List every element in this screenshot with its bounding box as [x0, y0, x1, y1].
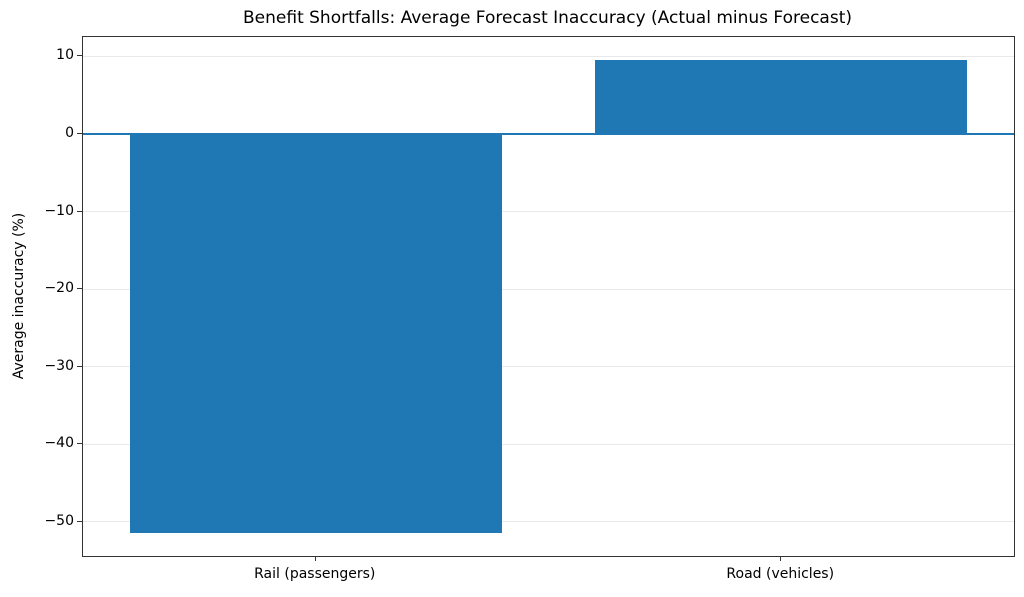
gridline	[83, 211, 1014, 213]
bar-road-vehicles	[595, 60, 968, 134]
plot-area	[82, 36, 1015, 557]
gridline	[83, 366, 1014, 368]
y-tick-label: −50	[44, 512, 74, 529]
y-tick-label: −30	[44, 357, 74, 374]
y-tick-mark	[77, 288, 82, 290]
zero-line	[83, 132, 1014, 135]
y-tick-label: 0	[65, 124, 74, 141]
y-tick-label: 10	[56, 47, 74, 64]
y-tick-mark	[77, 210, 82, 212]
y-tick-mark	[77, 365, 82, 367]
gridline	[83, 443, 1014, 445]
y-tick-label: −20	[44, 280, 74, 297]
y-tick-mark	[77, 520, 82, 522]
gridline	[83, 521, 1014, 523]
y-tick-mark	[77, 55, 82, 57]
gridline	[83, 288, 1014, 290]
x-tick-mark	[314, 556, 316, 561]
bar-rail-passengers	[129, 133, 502, 533]
chart-title: Benefit Shortfalls: Average Forecast Ina…	[243, 8, 852, 28]
y-tick-label: −40	[44, 435, 74, 452]
x-tick-label: Road (vehicles)	[726, 566, 835, 582]
gridline	[83, 55, 1014, 57]
x-tick-mark	[780, 556, 782, 561]
y-tick-label: −10	[44, 202, 74, 219]
y-tick-mark	[77, 443, 82, 445]
x-tick-label: Rail (passengers)	[254, 566, 376, 582]
y-tick-mark	[77, 132, 82, 134]
